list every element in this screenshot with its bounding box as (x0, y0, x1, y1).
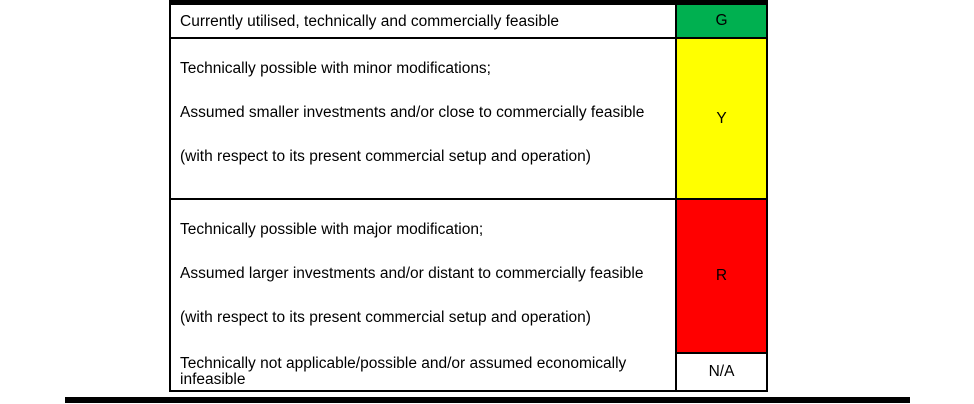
table-row-yellow: Technically possible with minor modifica… (171, 39, 766, 200)
bottom-divider-rule (65, 397, 910, 403)
description-text: Currently utilised, technically and comm… (180, 12, 560, 30)
status-code-cell-na: N/A (675, 354, 766, 390)
description-text: Technically not applicable/possible and/… (180, 355, 627, 388)
table-row-red: Technically possible with major modifica… (171, 200, 766, 354)
table-row-na: Technically not applicable/possible and/… (171, 354, 766, 390)
status-code-cell-red: R (675, 200, 766, 354)
description-text: (with respect to its present commercial … (180, 148, 591, 165)
status-code-label: R (715, 267, 728, 284)
status-code-label: Y (716, 109, 727, 127)
row-description: Technically possible with major modifica… (171, 200, 675, 354)
table-row-green: Currently utilised, technically and comm… (171, 5, 766, 39)
description-text: Technically possible with major modifica… (180, 221, 484, 238)
status-code-cell-green: G (675, 5, 766, 37)
row-description: Currently utilised, technically and comm… (171, 5, 675, 37)
status-code-cell-yellow: Y (675, 39, 766, 198)
row-description: Technically possible with minor modifica… (171, 39, 675, 198)
row-description: Technically not applicable/possible and/… (171, 354, 675, 390)
description-text: Technically possible with minor modifica… (180, 60, 491, 77)
feasibility-legend-table: Currently utilised, technically and comm… (169, 0, 768, 392)
status-code-label: N/A (708, 363, 735, 380)
description-text: Assumed larger investments and/or distan… (180, 265, 644, 282)
description-text: Assumed smaller investments and/or close… (180, 104, 645, 121)
description-text: (with respect to its present commercial … (180, 309, 591, 326)
status-code-label: G (715, 12, 728, 29)
